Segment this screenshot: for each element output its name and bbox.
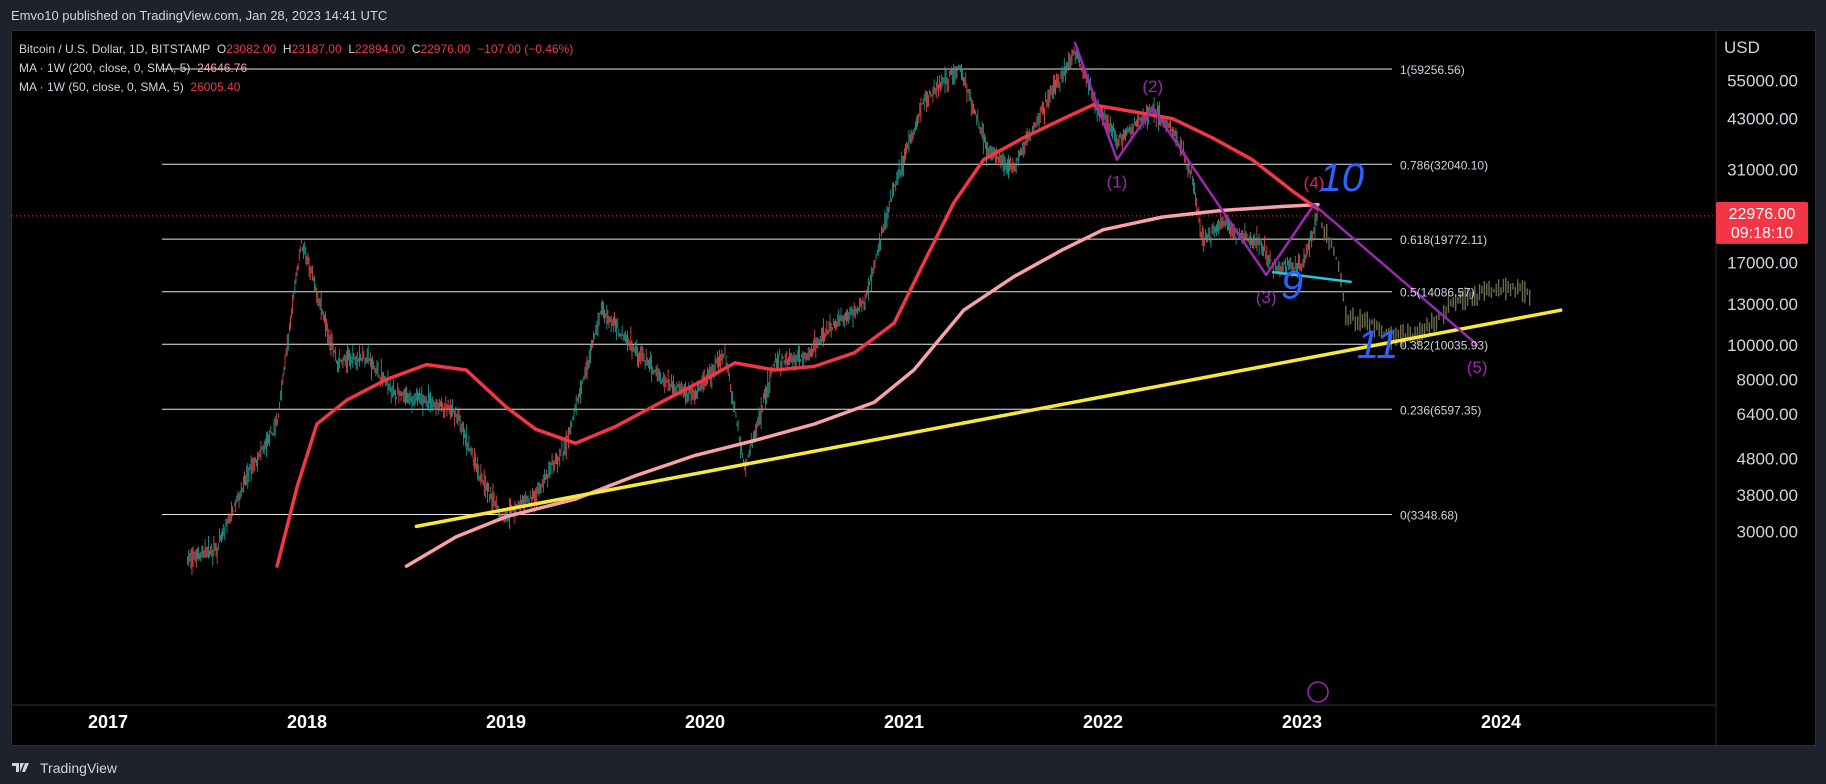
footer-bar: TradingView <box>0 752 1826 784</box>
y-tick-label: 4800.00 <box>1737 450 1798 469</box>
y-tick-label: 3800.00 <box>1737 486 1798 505</box>
wave-count-label: 11 <box>1357 323 1399 367</box>
support-trendline <box>414 308 1563 529</box>
fib-label: 0.5(14086.57) <box>1400 286 1475 300</box>
fib-label: 0.618(19772.11) <box>1400 233 1487 247</box>
y-tick-label: 8000.00 <box>1737 370 1798 389</box>
low-label: L <box>348 42 356 56</box>
legend-ma50-row[interactable]: MA · 1W (50, close, 0, SMA, 5) 26005.40 <box>19 78 573 97</box>
y-tick-label: 17000.00 <box>1727 254 1798 273</box>
low-value: 22894.00 <box>355 42 406 56</box>
change-value: −107.00 (−0.46%) <box>477 42 574 56</box>
elliott-wave-label: (3) <box>1256 288 1277 307</box>
open-label: O <box>216 42 227 56</box>
plot-area <box>12 41 1714 703</box>
publish-info: Emvo10 published on TradingView.com, Jan… <box>11 8 388 23</box>
wave-count-label: 9 <box>1281 263 1303 307</box>
elliott-wave-label: (2) <box>1142 77 1163 96</box>
x-tick-label: 2020 <box>685 712 725 732</box>
candles <box>187 45 1318 575</box>
y-tick-label: 55000.00 <box>1727 72 1798 91</box>
x-tick-label: 2022 <box>1083 712 1123 732</box>
fib-label: 0.236(6597.35) <box>1400 403 1481 417</box>
elliott-wave-label: (5) <box>1467 358 1488 377</box>
price-tag-value: 22976.00 <box>1729 206 1796 223</box>
symbol-name[interactable]: Bitcoin / U.S. Dollar, 1D, BITSTAMP <box>19 42 211 56</box>
ma50-line <box>275 103 1320 568</box>
projection-candles <box>1321 222 1531 350</box>
close-value: 22976.00 <box>420 42 471 56</box>
currency-label: USD <box>1724 38 1760 57</box>
legend-ohlc-row[interactable]: Bitcoin / U.S. Dollar, 1D, BITSTAMP O230… <box>19 40 573 59</box>
x-tick-label: 2021 <box>884 712 924 732</box>
x-tick-label: 2017 <box>88 712 128 732</box>
ma200-label[interactable]: MA · 1W (200, close, 0, SMA, 5) <box>19 61 191 75</box>
x-tick-label: 2024 <box>1481 712 1521 732</box>
ma50-label[interactable]: MA · 1W (50, close, 0, SMA, 5) <box>19 80 184 94</box>
open-value: 23082.00 <box>226 42 277 56</box>
ma200-value: 24646.76 <box>197 61 248 75</box>
lightning-badge-icon <box>1307 681 1329 703</box>
chart-legend: Bitcoin / U.S. Dollar, 1D, BITSTAMP O230… <box>19 40 573 97</box>
wave-count-label: 10 <box>1320 156 1365 200</box>
y-tick-label: 6400.00 <box>1737 405 1798 424</box>
fib-label: 0.786(32040.10) <box>1400 158 1488 172</box>
fib-label: 0.382(10035.93) <box>1400 338 1488 352</box>
close-label: C <box>411 42 421 56</box>
x-tick-label: 2019 <box>486 712 526 732</box>
elliott-wave-label: (1) <box>1107 173 1128 192</box>
high-value: 23187.00 <box>291 42 342 56</box>
fib-label: 0(3348.68) <box>1400 508 1458 522</box>
price-tag-countdown: 09:18:10 <box>1731 225 1793 242</box>
publish-header: Emvo10 published on TradingView.com, Jan… <box>0 0 1826 30</box>
elliott-wave-path <box>1073 41 1479 347</box>
elliott-wave-label: (4) <box>1304 174 1325 193</box>
chart-frame[interactable] <box>11 30 1816 746</box>
tradingview-logo-icon <box>12 763 29 772</box>
cyan-neckline <box>1271 270 1352 284</box>
x-tick-label: 2018 <box>287 712 327 732</box>
y-tick-label: 43000.00 <box>1727 110 1798 129</box>
high-label: H <box>282 42 292 56</box>
y-tick-label: 31000.00 <box>1727 160 1798 179</box>
price-tag <box>1716 201 1808 244</box>
legend-ma200-row[interactable]: MA · 1W (200, close, 0, SMA, 5) 24646.76 <box>19 59 573 78</box>
tradingview-brand[interactable]: TradingView <box>12 760 117 776</box>
brand-name: TradingView <box>40 760 118 776</box>
y-tick-label: 13000.00 <box>1727 295 1798 314</box>
x-tick-label: 2023 <box>1282 712 1322 732</box>
fib-label: 1(59256.56) <box>1400 63 1465 77</box>
ma200-line <box>404 202 1320 568</box>
ma50-value: 26005.40 <box>190 80 241 94</box>
y-tick-label: 10000.00 <box>1727 336 1798 355</box>
y-tick-label: 3000.00 <box>1737 523 1798 542</box>
